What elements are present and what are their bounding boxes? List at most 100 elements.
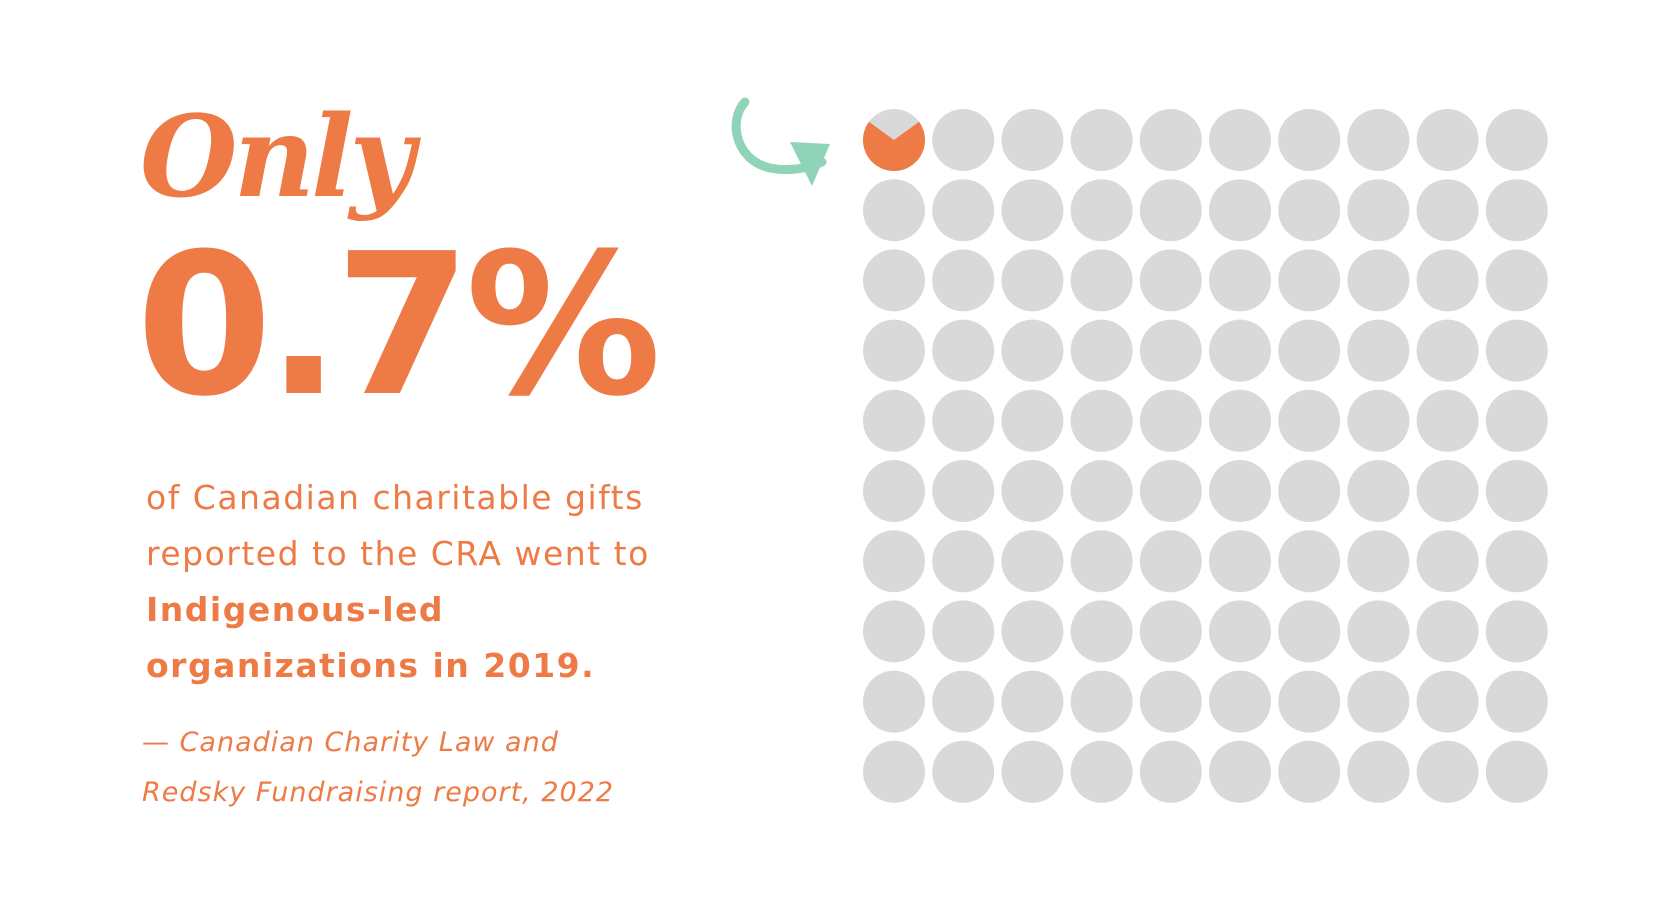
cell [1209, 179, 1271, 242]
cell [1209, 530, 1271, 593]
cell [1485, 460, 1548, 522]
cell [1139, 530, 1202, 593]
cell [863, 460, 925, 522]
filled-cell [863, 121, 925, 171]
cell [1485, 600, 1548, 663]
emphasis: Indigenous-led organizations in 2019. [146, 590, 596, 685]
cell [863, 179, 925, 242]
cell [1001, 179, 1064, 242]
cell [1485, 319, 1548, 382]
cell [1416, 109, 1479, 171]
cell [1209, 740, 1271, 803]
cell [1070, 319, 1133, 382]
cell [932, 530, 995, 593]
cell [863, 249, 925, 312]
cell [1485, 740, 1548, 803]
cell [1416, 740, 1479, 803]
cell [1278, 389, 1341, 452]
cell [1209, 670, 1271, 733]
cell [932, 179, 995, 242]
cell [1209, 600, 1271, 663]
cell [863, 670, 925, 733]
cell [863, 530, 925, 593]
cell [1001, 670, 1064, 733]
cell [1347, 389, 1410, 452]
cell [1139, 319, 1202, 382]
cell [1209, 389, 1271, 452]
cell [1278, 249, 1341, 312]
cell [1139, 460, 1202, 522]
cell [932, 670, 995, 733]
cell [1416, 460, 1479, 522]
cell [863, 600, 925, 663]
cell [932, 389, 995, 452]
cell [1070, 530, 1133, 593]
cell [932, 600, 995, 663]
cell [1070, 670, 1133, 733]
cell [1070, 179, 1133, 242]
cell [1139, 179, 1202, 242]
cell [1139, 389, 1202, 452]
cell [1139, 600, 1202, 663]
cell [1139, 740, 1202, 803]
cell [1070, 600, 1133, 663]
cell [1001, 530, 1064, 593]
cell [1209, 109, 1271, 171]
cell [932, 740, 995, 803]
cell [1139, 249, 1202, 312]
cell [1347, 319, 1410, 382]
cell [1070, 249, 1133, 312]
cell [1001, 389, 1064, 452]
cell [1209, 319, 1271, 382]
cell [1485, 109, 1548, 171]
cell [1070, 109, 1133, 171]
cell [1278, 740, 1341, 803]
cell [1209, 460, 1271, 522]
cell [1278, 670, 1341, 733]
cell [1139, 109, 1202, 171]
cell [1278, 319, 1341, 382]
cell [1347, 109, 1410, 171]
cell [932, 109, 995, 171]
cell [1416, 179, 1479, 242]
cell [863, 319, 925, 382]
cell [1485, 249, 1548, 312]
cell [1001, 460, 1064, 522]
cell [1347, 670, 1410, 733]
cell [1347, 179, 1410, 242]
cell [1347, 740, 1410, 803]
source: — Canadian Charity Law and Redsky Fundra… [142, 727, 615, 808]
cell [1485, 670, 1548, 733]
cell [1416, 600, 1479, 663]
cell [1209, 249, 1271, 312]
cell [1347, 460, 1410, 522]
cell [1278, 530, 1341, 593]
cell [1070, 389, 1133, 452]
text: of Canadian charitable gifts reported to… [146, 478, 650, 573]
cell [1001, 600, 1064, 663]
cell [1416, 249, 1479, 312]
cell [1347, 530, 1410, 593]
cell [1347, 600, 1410, 663]
cell [1001, 740, 1064, 803]
cell [932, 460, 995, 522]
cell [1485, 389, 1548, 452]
arrow-head [790, 142, 830, 186]
cell [1416, 670, 1479, 733]
cell [1278, 460, 1341, 522]
title: Only [140, 92, 415, 223]
description: of Canadian charitable gifts reported to… [146, 470, 666, 694]
cell [1001, 319, 1064, 382]
cell [1278, 179, 1341, 242]
cell [1278, 109, 1341, 171]
cell [1416, 319, 1479, 382]
cell [1485, 530, 1548, 593]
cell [1070, 460, 1133, 522]
cell [1001, 249, 1064, 312]
value-label: 0.7% [136, 212, 662, 440]
cell [1278, 600, 1341, 663]
cell [932, 249, 995, 312]
cell [1485, 179, 1548, 242]
